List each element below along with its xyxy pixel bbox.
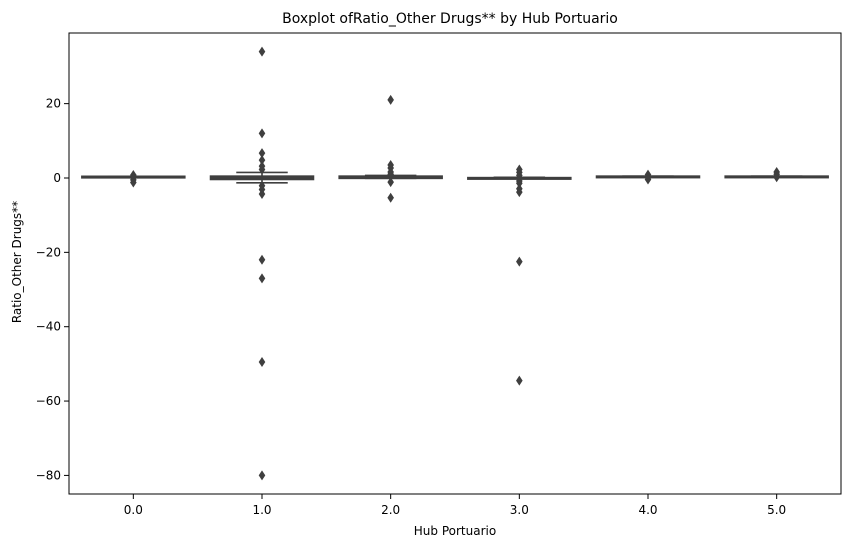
y-tick-label: −80	[36, 468, 61, 482]
x-axis-ticks: 0.0 1.0 2.0 3.0 4.0 5.0	[124, 494, 786, 517]
y-tick-label: 0	[53, 171, 61, 185]
box-group-2-0	[338, 94, 443, 203]
chart-title: Boxplot ofRatio_Other Drugs** by Hub Por…	[282, 11, 618, 27]
outlier-point	[516, 170, 523, 181]
outlier-point	[258, 155, 266, 166]
outlier-point	[644, 174, 652, 185]
x-tick-label: 2.0	[381, 503, 400, 517]
outlier-point	[387, 169, 394, 180]
x-tick-label: 1.0	[252, 503, 271, 517]
outlier-point	[258, 148, 266, 159]
outlier-point	[258, 164, 266, 175]
outlier-point	[130, 177, 137, 188]
x-tick-label: 5.0	[767, 503, 786, 517]
outlier-point	[516, 256, 523, 267]
outlier-point	[258, 470, 266, 481]
y-tick-label: −60	[36, 394, 61, 408]
box-group-0-0	[81, 170, 186, 188]
y-tick-label: −20	[36, 245, 61, 259]
outlier-point	[387, 94, 394, 105]
outlier-point	[773, 172, 780, 183]
outlier-point	[258, 254, 266, 265]
x-axis-label: Hub Portuario	[414, 524, 496, 538]
y-axis-label: Ratio_Other Drugs**	[10, 201, 24, 323]
plot-frame	[68, 32, 842, 495]
boxes-layer	[81, 46, 829, 481]
x-tick-label: 3.0	[510, 503, 529, 517]
outlier-point	[516, 178, 523, 189]
box-group-1-0	[209, 46, 315, 481]
outlier-point	[258, 273, 266, 284]
box-group-4-0	[595, 169, 701, 185]
outlier-point	[258, 128, 266, 139]
y-tick-label: −40	[36, 320, 61, 334]
outlier-point	[516, 375, 523, 386]
x-tick-label: 4.0	[638, 503, 657, 517]
outlier-point	[516, 187, 523, 198]
outlier-point	[258, 46, 266, 57]
outlier-point	[387, 177, 394, 188]
x-tick-label: 0.0	[124, 503, 143, 517]
y-tick-label: 20	[46, 97, 61, 111]
outlier-point	[258, 188, 266, 199]
outlier-point	[387, 192, 394, 203]
box-group-5-0	[724, 167, 829, 183]
box-group-3-0	[467, 164, 572, 386]
outlier-point	[258, 357, 266, 368]
y-axis-ticks: 20 0 −20 −40 −60 −80	[36, 97, 69, 482]
